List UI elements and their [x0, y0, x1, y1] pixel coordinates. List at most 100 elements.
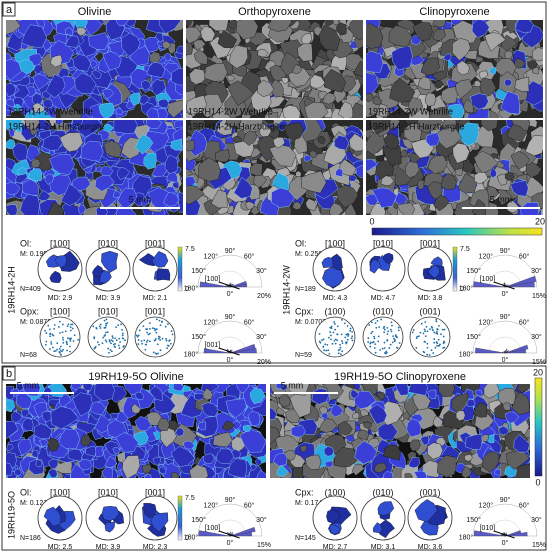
pole-point: [397, 329, 400, 332]
grain: [427, 155, 448, 175]
pole-point: [330, 334, 332, 337]
density-contour: [329, 524, 341, 535]
grain: [433, 195, 450, 212]
grain: [72, 392, 93, 417]
pole-point: [102, 336, 105, 339]
pole-point: [334, 323, 336, 325]
grain: [113, 120, 138, 135]
panel-a-frame: [1, 1, 547, 364]
pole-point: [121, 329, 123, 331]
grain: [186, 140, 195, 152]
grain: [275, 384, 285, 390]
pole-point: [58, 351, 61, 353]
pole-point: [115, 339, 118, 342]
label: (100): [324, 487, 345, 497]
pole-point: [49, 332, 52, 335]
grain: [6, 462, 13, 476]
label: 19RH14-2H Harzburgite: [368, 121, 465, 131]
pole-point: [157, 352, 159, 355]
grain: [440, 173, 457, 191]
grain: [64, 27, 74, 36]
pole-point: [106, 322, 109, 324]
pole-point: [337, 349, 340, 352]
label: MD: 3.9: [96, 295, 121, 302]
label: 30°: [256, 516, 267, 524]
panel-tag: [2, 2, 16, 17]
pole-point: [340, 319, 343, 321]
pole-point: [168, 340, 170, 342]
pole-point: [323, 349, 326, 352]
grain: [50, 406, 80, 430]
grain: [452, 37, 471, 61]
grain: [272, 137, 286, 149]
grain: [45, 73, 66, 99]
grain: [116, 167, 130, 180]
label: [001]: [145, 487, 165, 497]
grain: [471, 20, 490, 38]
pole-point: [431, 329, 434, 331]
label: MD: 2.9: [48, 295, 73, 302]
label: [100]: [325, 238, 345, 248]
pole-point: [101, 342, 104, 345]
pole-point: [104, 339, 107, 342]
label: 30°: [531, 267, 542, 275]
pole-point: [345, 342, 348, 345]
grain: [158, 466, 167, 475]
grain: [159, 427, 177, 448]
grain: [47, 468, 58, 478]
pole-point: [53, 350, 56, 353]
pole-point: [110, 350, 113, 353]
grain: [78, 204, 86, 215]
pole-point: [159, 349, 162, 352]
density-contour: [326, 509, 341, 524]
grain: [101, 88, 114, 100]
pole-point: [382, 327, 385, 329]
grain: [321, 412, 329, 419]
grain: [6, 82, 17, 98]
grain: [115, 20, 129, 27]
grain: [6, 443, 14, 451]
label: 90°: [500, 247, 511, 255]
grain: [6, 421, 19, 440]
density-contour: [414, 499, 438, 523]
grain: [257, 48, 269, 57]
grain: [452, 142, 470, 164]
label: [010]: [373, 238, 393, 248]
pole-point: [107, 347, 110, 350]
grain: [366, 158, 378, 172]
grain: [203, 453, 215, 464]
grain: [531, 47, 543, 62]
grain: [483, 384, 501, 399]
grain: [157, 417, 170, 431]
label: 19RH14-2W: [281, 265, 291, 315]
grain: [72, 120, 84, 128]
grain: [504, 171, 515, 181]
grain: [50, 54, 63, 68]
pole-point: [386, 327, 389, 329]
pole-point: [394, 339, 396, 341]
pole-point: [57, 326, 60, 328]
rose-petal: [198, 530, 231, 537]
grain: [134, 416, 152, 432]
pole-point: [47, 324, 50, 327]
pole-point: [103, 319, 106, 322]
grain: [276, 407, 286, 416]
label: 60°: [519, 318, 530, 326]
grain: [112, 190, 122, 199]
pole-point: [143, 339, 146, 342]
label: Ol:: [20, 487, 32, 497]
pole-point: [411, 331, 414, 334]
grain: [268, 111, 279, 118]
grain: [396, 202, 416, 215]
label: Ol:: [20, 238, 32, 248]
grain: [256, 470, 266, 478]
pole-point: [328, 352, 331, 355]
pole-point: [142, 325, 145, 328]
grain: [282, 104, 301, 118]
pole-point: [438, 324, 440, 327]
pole-point: [416, 335, 419, 338]
pole-point: [351, 331, 354, 333]
pole-point: [351, 339, 354, 342]
grain: [368, 403, 388, 425]
pole-point: [105, 318, 108, 321]
